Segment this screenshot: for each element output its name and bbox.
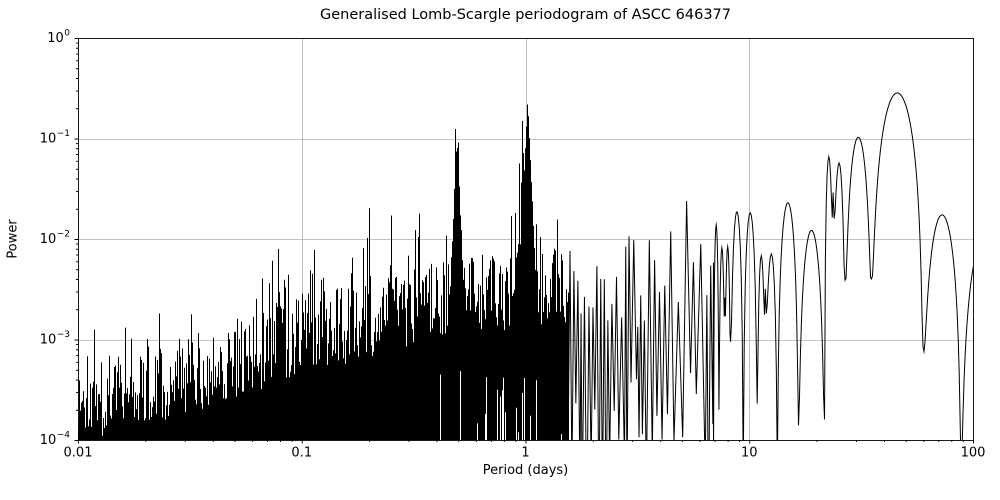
y-axis-label: Power — [5, 219, 21, 259]
chart-title: Generalised Lomb-Scargle periodogram of … — [319, 7, 731, 23]
x-axis-label: Period (days) — [482, 463, 569, 478]
